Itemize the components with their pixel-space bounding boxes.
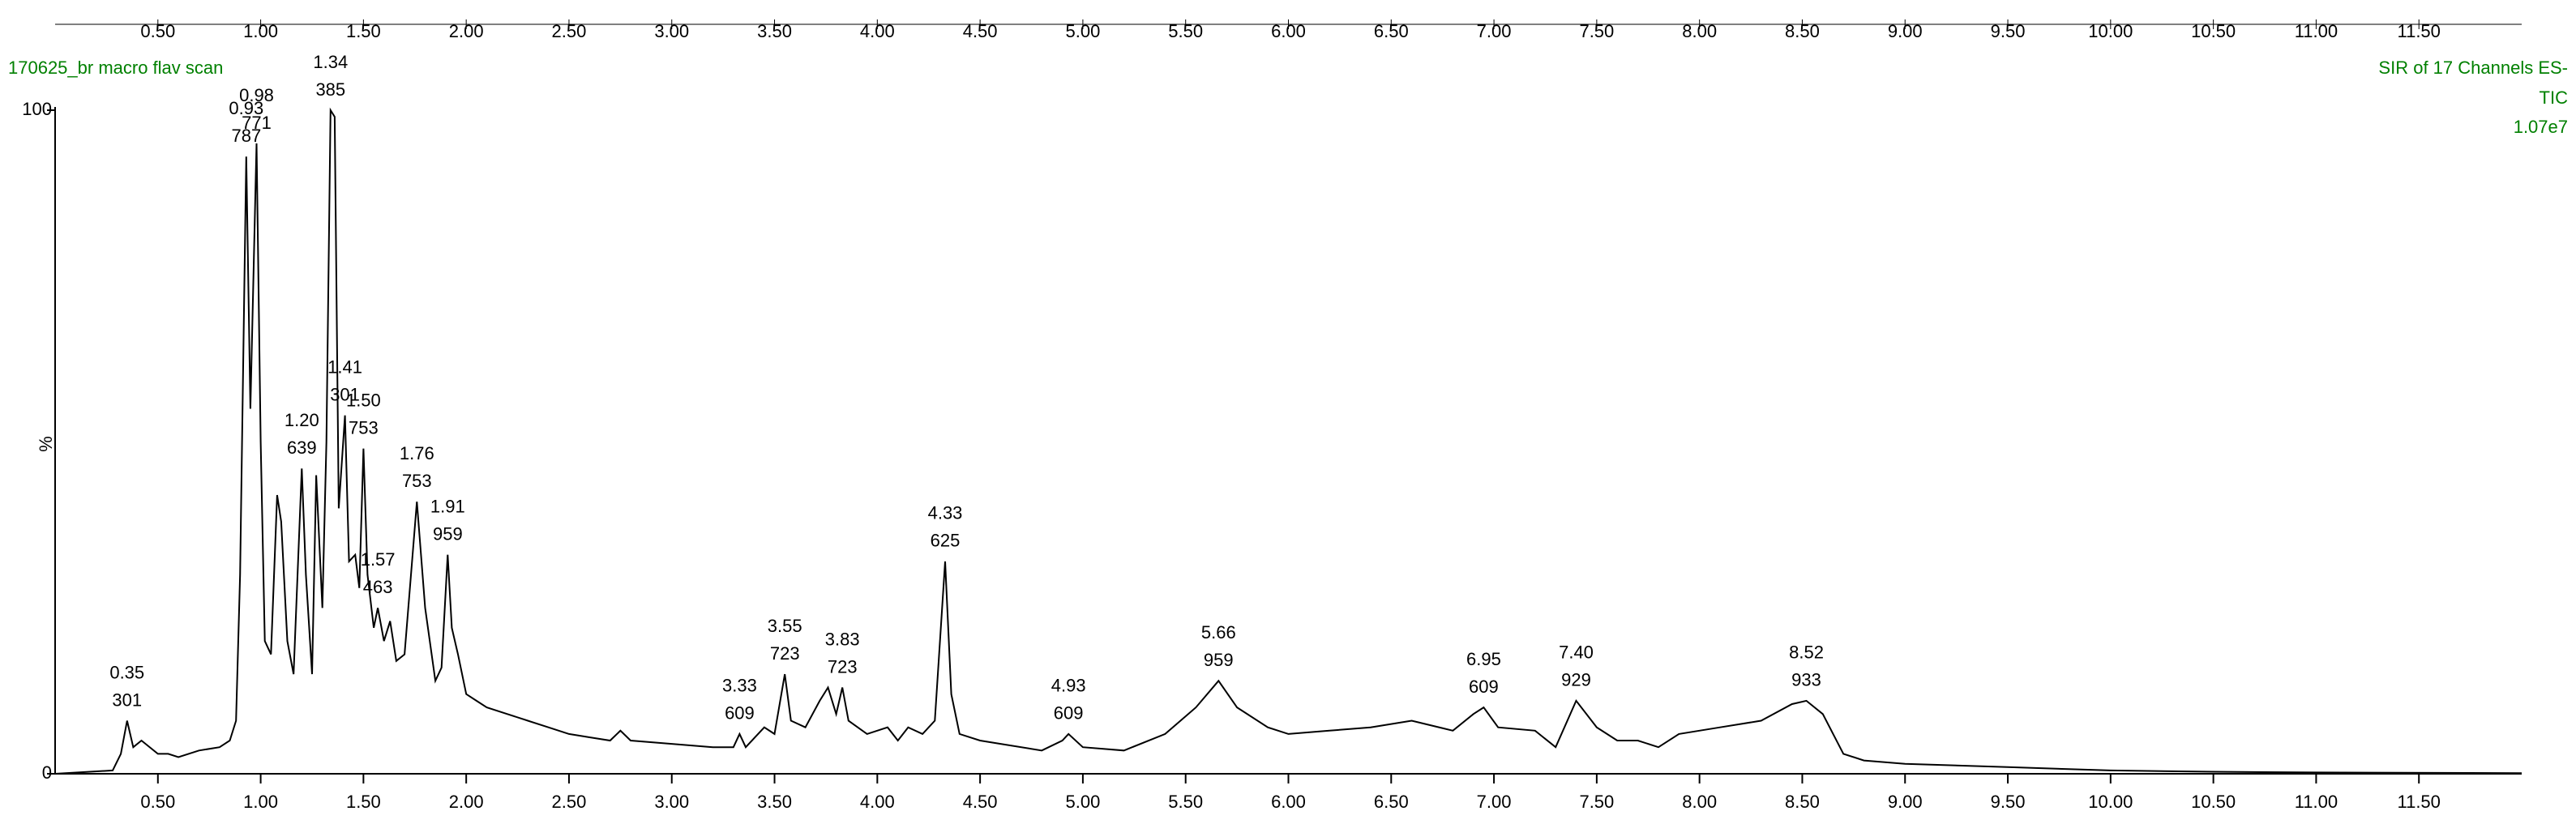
peak-time: 1.34 <box>313 52 348 72</box>
peak-time: 8.52 <box>1789 643 1824 663</box>
top-tick-label: 1.50 <box>346 21 381 41</box>
top-tick-label: 8.50 <box>1785 21 1820 41</box>
top-tick-label: 1.00 <box>243 21 278 41</box>
peak-time: 1.57 <box>361 549 396 570</box>
peak-time: 7.40 <box>1559 643 1594 663</box>
peak-mass: 385 <box>315 79 345 100</box>
top-tick-label: 2.50 <box>552 21 587 41</box>
x-tick-label: 5.50 <box>1168 792 1203 812</box>
peak-mass: 787 <box>231 126 261 146</box>
x-tick-label: 2.00 <box>449 792 484 812</box>
x-tick-label: 8.50 <box>1785 792 1820 812</box>
top-tick-label: 3.50 <box>757 21 792 41</box>
peak-mass: 753 <box>349 418 379 438</box>
top-tick-label: 4.00 <box>860 21 895 41</box>
peak-time: 4.33 <box>928 503 963 523</box>
peak-time: 1.41 <box>327 357 362 378</box>
peak-mass: 933 <box>1791 670 1821 690</box>
peak-time: 5.66 <box>1201 622 1236 643</box>
trace <box>54 107 2523 775</box>
x-tick-label: 4.50 <box>963 792 998 812</box>
chart-title: 170625_br macro flav scan <box>8 58 223 78</box>
top-tick-label: 5.50 <box>1168 21 1203 41</box>
peak-time: 0.93 <box>229 98 263 118</box>
peak-mass: 609 <box>725 703 755 724</box>
peak-time: 1.91 <box>430 497 465 517</box>
peak-time: 1.76 <box>400 443 434 463</box>
peak-time: 3.55 <box>768 616 802 636</box>
top-tick-label: 10.50 <box>2191 21 2236 41</box>
info-line: SIR of 17 Channels ES- <box>2378 58 2568 78</box>
x-tick-label: 3.00 <box>654 792 689 812</box>
top-tick-label: 9.50 <box>1991 21 2026 41</box>
peak-mass: 639 <box>287 438 317 458</box>
info-line: TIC <box>2540 88 2569 108</box>
top-tick-label: 5.00 <box>1066 21 1101 41</box>
x-tick-label: 10.00 <box>2088 792 2133 812</box>
peak-time: 0.98 <box>239 85 274 105</box>
x-tick-label: 7.50 <box>1579 792 1614 812</box>
peak-mass: 609 <box>1469 677 1499 697</box>
top-tick-label: 7.00 <box>1477 21 1512 41</box>
peak-time: 4.93 <box>1051 676 1086 696</box>
x-tick-label: 5.00 <box>1066 792 1101 812</box>
x-tick-label: 10.50 <box>2191 792 2236 812</box>
y-tick-label: 100 <box>22 99 52 119</box>
x-tick-label: 8.00 <box>1682 792 1717 812</box>
x-tick-label: 1.50 <box>346 792 381 812</box>
peak-time: 1.20 <box>285 410 319 430</box>
peak-mass: 959 <box>433 524 463 544</box>
peak-mass: 301 <box>112 690 142 710</box>
top-tick-label: 11.00 <box>2295 21 2338 41</box>
y-tick-label: 0 <box>42 762 52 783</box>
x-tick-label: 9.50 <box>1991 792 2026 812</box>
x-tick-label: 7.00 <box>1477 792 1512 812</box>
peak-time: 1.50 <box>346 391 381 411</box>
x-tick-label: 11.50 <box>2397 792 2440 812</box>
peak-mass: 609 <box>1054 703 1084 724</box>
peak-mass: 753 <box>402 471 432 491</box>
peak-mass: 625 <box>931 531 961 551</box>
peak-time: 3.33 <box>722 676 757 696</box>
top-tick-label: 7.50 <box>1579 21 1614 41</box>
peak-time: 0.35 <box>109 662 144 682</box>
x-tick-label: 0.50 <box>140 792 175 812</box>
peak-mass: 771 <box>242 113 272 133</box>
peak-mass: 723 <box>828 656 858 677</box>
y-axis-label: % <box>36 436 56 452</box>
top-tick-label: 4.50 <box>963 21 998 41</box>
peak-mass: 463 <box>363 577 393 597</box>
top-tick-label: 0.50 <box>140 21 175 41</box>
peak-mass: 959 <box>1204 650 1234 670</box>
peak-mass: 929 <box>1561 670 1591 690</box>
x-tick-label: 3.50 <box>757 792 792 812</box>
x-tick-label: 6.00 <box>1271 792 1306 812</box>
x-tick-label: 6.50 <box>1374 792 1409 812</box>
peak-time: 3.83 <box>825 629 860 649</box>
peak-mass: 723 <box>770 643 800 664</box>
top-tick-label: 2.00 <box>449 21 484 41</box>
x-tick-label: 11.00 <box>2295 792 2338 812</box>
x-tick-label: 9.00 <box>1888 792 1923 812</box>
top-tick-label: 6.00 <box>1271 21 1306 41</box>
top-tick-label: 10.00 <box>2088 21 2133 41</box>
peak-mass: 301 <box>330 385 360 405</box>
top-tick-label: 11.50 <box>2397 21 2440 41</box>
top-tick-label: 6.50 <box>1374 21 1409 41</box>
info-line: 1.07e7 <box>2514 117 2568 137</box>
peak-time: 6.95 <box>1466 649 1501 669</box>
x-tick-label: 1.00 <box>243 792 278 812</box>
x-tick-label: 4.00 <box>860 792 895 812</box>
x-tick-label: 2.50 <box>552 792 587 812</box>
top-tick-label: 9.00 <box>1888 21 1923 41</box>
top-tick-label: 3.00 <box>654 21 689 41</box>
top-tick-label: 8.00 <box>1682 21 1717 41</box>
